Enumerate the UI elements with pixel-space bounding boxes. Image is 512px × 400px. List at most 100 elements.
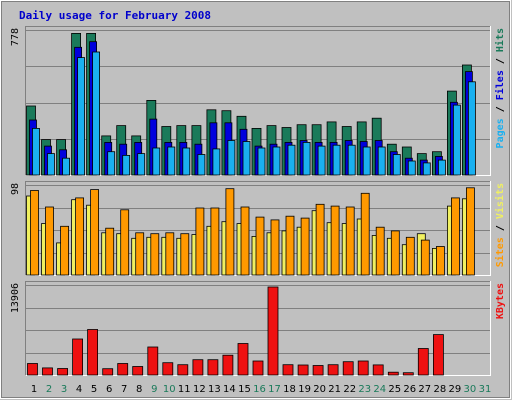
x-tick-day-27: 27 <box>418 384 431 395</box>
bar-sites-day-2 <box>45 206 54 276</box>
x-tick-day-13: 13 <box>208 384 221 395</box>
bar-pages-day-4 <box>77 57 85 176</box>
bar-kbytes-day-13 <box>207 359 219 376</box>
bar-sites-day-21 <box>330 205 340 276</box>
bar-kbytes-day-28 <box>432 334 444 376</box>
legend-visits: Sites / Visits <box>494 183 506 267</box>
y-max-label-visits: 98 <box>10 183 21 195</box>
bar-kbytes-day-17 <box>267 286 279 376</box>
bar-kbytes-day-21 <box>327 364 339 376</box>
x-tick-day-23: 23 <box>358 384 371 395</box>
bar-pages-day-5 <box>92 51 100 176</box>
bar-sites-day-18 <box>285 215 295 276</box>
bar-pages-day-15 <box>242 141 251 176</box>
plot-frame-dark-usage <box>25 26 491 176</box>
legend-entry: / <box>495 219 506 237</box>
plot-area-kbytes <box>25 281 491 376</box>
bar-sites-day-22 <box>345 206 355 276</box>
x-tick-day-6: 6 <box>106 384 112 395</box>
plot-frame-dark-visits <box>25 181 491 276</box>
x-tick-day-14: 14 <box>223 384 236 395</box>
bar-kbytes-day-25 <box>387 371 399 376</box>
x-tick-day-7: 7 <box>121 384 127 395</box>
bar-pages-day-22 <box>347 144 356 176</box>
bar-sites-day-15 <box>240 206 250 276</box>
bar-pages-day-1 <box>32 127 40 176</box>
x-tick-day-28: 28 <box>434 384 447 395</box>
bar-kbytes-day-18 <box>282 364 294 376</box>
x-tick-day-10: 10 <box>163 384 176 395</box>
panel-usage: 778 Pages / Files / Hits <box>10 26 506 176</box>
bar-pages-day-16 <box>257 147 266 176</box>
bar-sites-day-26 <box>405 236 415 276</box>
x-axis-day-labels: 1 2 3 4 5 6 7 8 9 10 11 12 13 14 15 16 17 18 19 20 21 22 23 24 2… <box>31 384 492 395</box>
bar-pages-day-23 <box>362 146 371 176</box>
bar-pages-day-25 <box>392 154 401 176</box>
bar-kbytes-day-15 <box>237 343 249 376</box>
bar-kbytes-day-12 <box>192 359 204 376</box>
bar-sites-day-16 <box>255 216 265 276</box>
x-tick-day-12: 12 <box>193 384 206 395</box>
bar-kbytes-day-14 <box>222 354 234 376</box>
bar-sites-day-28 <box>435 246 445 276</box>
bar-pages-day-17 <box>272 146 281 176</box>
legend-entry: Pages <box>495 118 506 148</box>
legend-entry: Hits <box>494 28 506 52</box>
bar-pages-day-14 <box>227 140 236 176</box>
bar-sites-day-23 <box>360 192 370 276</box>
bar-sites-day-20 <box>315 203 325 276</box>
x-tick-day-9: 9 <box>151 384 157 395</box>
bar-pages-day-6 <box>107 151 116 176</box>
x-tick-day-4: 4 <box>76 384 82 395</box>
bar-pages-day-20 <box>317 145 326 176</box>
x-tick-day-3: 3 <box>61 384 67 395</box>
legend-entry: Sites <box>494 237 506 267</box>
plot-frame-light-kbytes <box>25 281 491 376</box>
bar-pages-day-24 <box>377 146 386 176</box>
panel-visits: 98 Sites / Visits <box>10 181 506 276</box>
bar-pages-day-28 <box>437 159 446 176</box>
bar-kbytes-day-10 <box>162 362 174 376</box>
bar-kbytes-day-1 <box>27 363 38 376</box>
bar-kbytes-day-3 <box>57 368 68 376</box>
bar-kbytes-day-11 <box>177 364 189 376</box>
bar-kbytes-day-6 <box>102 368 114 376</box>
bar-sites-day-10 <box>165 232 175 276</box>
bar-kbytes-day-22 <box>342 361 354 376</box>
bar-pages-day-8 <box>137 153 146 176</box>
bar-sites-day-17 <box>270 219 280 276</box>
x-tick-day-18: 18 <box>283 384 296 395</box>
bar-pages-day-30 <box>467 81 476 176</box>
bar-sites-day-8 <box>135 232 145 276</box>
bar-sites-day-13 <box>210 207 220 276</box>
legend-entry: KBytes <box>495 283 506 319</box>
bar-pages-day-19 <box>302 141 311 176</box>
bar-pages-day-9 <box>152 147 161 176</box>
bar-kbytes-day-27 <box>417 348 429 376</box>
bar-sites-day-14 <box>225 188 235 276</box>
x-tick-day-25: 25 <box>388 384 401 395</box>
x-tick-day-5: 5 <box>91 384 97 395</box>
chart-title: Daily usage for February 2008 <box>19 9 211 22</box>
bar-pages-day-18 <box>287 144 296 176</box>
x-tick-day-29: 29 <box>449 384 462 395</box>
x-tick-day-19: 19 <box>298 384 311 395</box>
panel-kbytes: 13906 KBytes <box>10 281 506 376</box>
bar-sites-day-7 <box>120 209 130 276</box>
bar-pages-day-12 <box>197 154 206 176</box>
x-tick-day-20: 20 <box>313 384 326 395</box>
bar-kbytes-day-5 <box>87 329 98 376</box>
plot-frame-light-visits <box>25 181 491 276</box>
bar-sites-day-29 <box>450 197 460 276</box>
chart-panels: 778 Pages / Files / Hits 98 Sites / Visits 1… <box>10 26 506 376</box>
bar-sites-day-30 <box>465 187 475 276</box>
bar-kbytes-day-23 <box>357 360 369 376</box>
bar-kbytes-day-2 <box>42 367 53 376</box>
bar-sites-day-3 <box>60 225 69 276</box>
series-sites-visits <box>30 187 475 276</box>
bar-pages-day-13 <box>212 148 221 176</box>
bar-kbytes-day-26 <box>402 372 414 376</box>
plot-frame-light-usage <box>25 26 491 176</box>
